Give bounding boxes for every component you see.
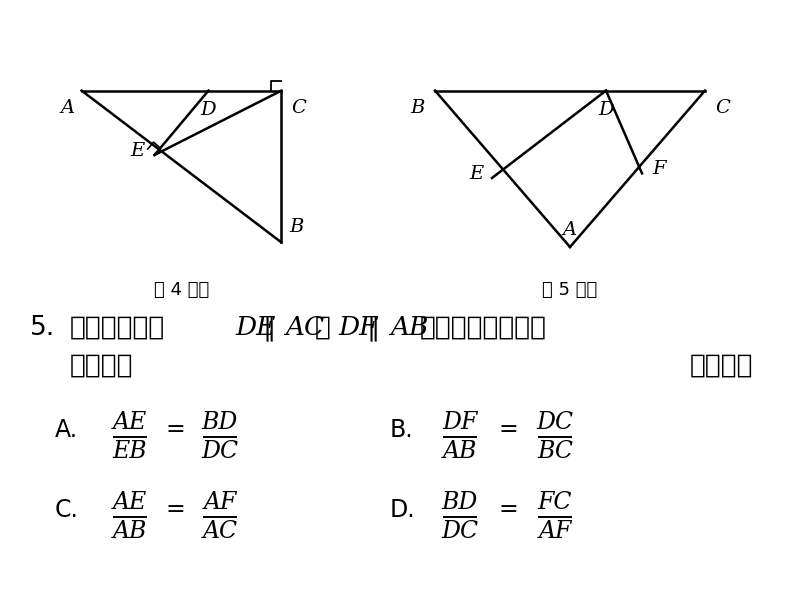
Text: A.: A.	[55, 418, 78, 442]
Text: =: =	[165, 419, 185, 442]
Text: B: B	[410, 98, 425, 116]
Text: =: =	[498, 499, 518, 521]
Text: （　　）: （ ）	[690, 353, 754, 379]
Text: DC: DC	[202, 440, 238, 463]
Text: AE: AE	[113, 411, 147, 434]
Text: AE: AE	[113, 491, 147, 514]
Text: 正确的是: 正确的是	[70, 353, 134, 379]
Text: EB: EB	[113, 440, 147, 463]
Text: DF: DF	[442, 411, 478, 434]
Text: 5.: 5.	[30, 315, 55, 341]
Text: BD: BD	[202, 411, 238, 434]
Text: E: E	[130, 142, 145, 160]
Text: C: C	[291, 98, 306, 116]
Text: =: =	[165, 499, 185, 521]
Text: AF: AF	[203, 491, 237, 514]
Text: ∥: ∥	[367, 315, 380, 341]
Text: AC: AC	[202, 520, 238, 543]
Text: F: F	[652, 160, 666, 178]
Text: 已知：如图，: 已知：如图，	[70, 315, 166, 341]
Text: B.: B.	[390, 418, 414, 442]
Text: DF: DF	[338, 315, 378, 340]
Text: AB: AB	[443, 440, 477, 463]
Text: D: D	[598, 101, 614, 119]
Text: DE: DE	[235, 315, 275, 340]
Text: BD: BD	[442, 491, 478, 514]
Text: C: C	[715, 98, 730, 116]
Text: D: D	[201, 101, 216, 119]
Text: DC: DC	[537, 411, 574, 434]
Text: AC: AC	[285, 315, 324, 340]
Text: AF: AF	[538, 520, 572, 543]
Text: AB: AB	[113, 520, 147, 543]
Text: A: A	[563, 221, 577, 239]
Text: =: =	[498, 419, 518, 442]
Text: A: A	[61, 98, 74, 116]
Text: ，则下列比例式中: ，则下列比例式中	[420, 315, 547, 341]
Text: FC: FC	[538, 491, 572, 514]
Text: 第 4 题图: 第 4 题图	[154, 281, 209, 299]
Text: B: B	[290, 218, 304, 236]
Text: DC: DC	[442, 520, 478, 543]
Text: BC: BC	[537, 440, 573, 463]
Text: D.: D.	[390, 498, 416, 522]
Text: ∥: ∥	[263, 315, 276, 341]
Text: ，: ，	[315, 315, 331, 341]
Text: E: E	[470, 165, 484, 183]
Text: 第 5 题图: 第 5 题图	[542, 281, 598, 299]
Text: AB: AB	[390, 315, 428, 340]
Text: C.: C.	[55, 498, 79, 522]
